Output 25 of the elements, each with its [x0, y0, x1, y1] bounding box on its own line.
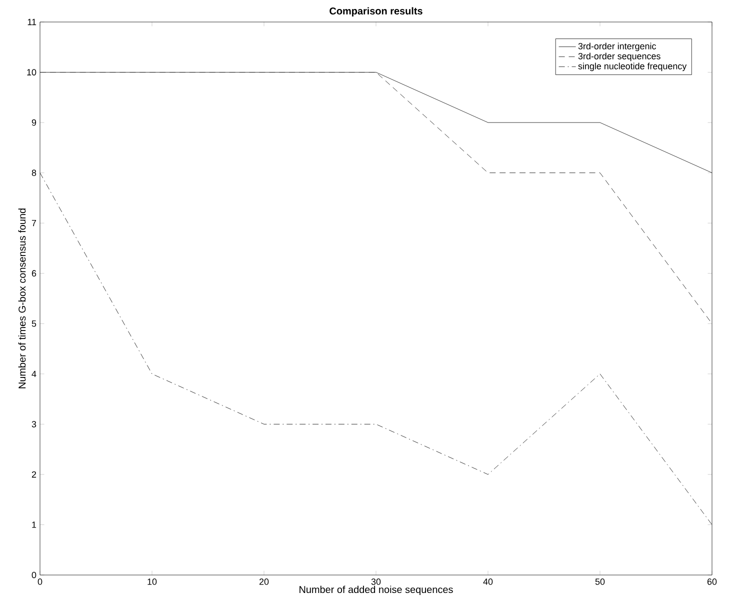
y-tick-label: 6	[32, 270, 36, 277]
x-tick-label: 10	[148, 578, 157, 585]
y-tick-label: 0	[32, 572, 36, 578]
x-tick-label: 40	[483, 578, 493, 585]
x-tick-label: 20	[259, 578, 269, 585]
y-tick-label: 5	[32, 320, 36, 327]
y-tick-label: 2	[32, 471, 36, 478]
legend-label: 3rd-order intergenic	[578, 42, 656, 52]
x-tick-label: 50	[595, 578, 605, 585]
x-tick-label: 60	[707, 578, 717, 585]
legend-label: 3rd-order sequences	[578, 52, 660, 62]
y-tick-label: 9	[32, 119, 36, 126]
y-axis-title: Number of times G-box consensus found	[18, 208, 26, 388]
y-tick-label: 8	[32, 170, 36, 176]
y-tick-label: 10	[27, 69, 36, 76]
x-axis-title: Number of added noise sequences	[300, 586, 453, 596]
legend-label: single nucleotide frequency	[578, 62, 687, 72]
x-tick-label: 0	[38, 578, 42, 585]
y-tick-label: 11	[28, 18, 36, 26]
y-tick-label: 4	[32, 370, 36, 377]
x-tick-label: 30	[371, 578, 381, 585]
y-tick-label: 7	[32, 220, 36, 226]
y-tick-label: 1	[32, 522, 36, 528]
chart-title: Comparison results	[330, 7, 422, 16]
y-tick-label: 3	[32, 421, 36, 428]
